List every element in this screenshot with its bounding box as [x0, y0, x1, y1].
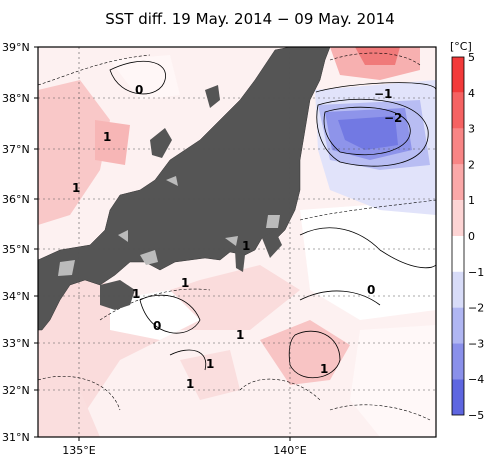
colorbar-block — [452, 164, 464, 201]
colorbar-block — [452, 379, 464, 415]
colorbar-label: 4 — [468, 87, 475, 100]
land-boso — [262, 230, 282, 258]
colorbar-block — [452, 236, 464, 272]
contour-label: 0 — [153, 319, 161, 333]
colorbar-block — [452, 200, 464, 236]
colorbar-block — [452, 271, 464, 308]
lat-axis: 39°N 38°N 37°N 36°N 35°N 34°N 33°N 32°N … — [2, 41, 30, 444]
contour-label: 1 — [236, 328, 244, 342]
lat-label: 32°N — [2, 384, 30, 397]
contour-label: 1 — [186, 377, 194, 391]
contour-label: −2 — [384, 111, 402, 125]
colorbar-label: 1 — [468, 194, 475, 207]
lat-label: 39°N — [2, 41, 30, 54]
colorbar-label: −4 — [468, 373, 484, 386]
map-frame — [37, 46, 437, 438]
land-noto — [150, 128, 172, 158]
land-honshu — [38, 47, 331, 331]
colorbar-unit: [°C] — [450, 40, 472, 53]
land-sado — [205, 85, 220, 108]
map-title: SST diff. 19 May. 2014 − 09 May. 2014 — [105, 10, 395, 28]
lat-label: 33°N — [2, 337, 30, 350]
contour-label: 1 — [103, 130, 111, 144]
contour-label: 1 — [206, 357, 214, 371]
contour-label: 0 — [135, 83, 143, 97]
colorbar-label: 5 — [468, 51, 475, 64]
colorbar-block — [452, 343, 464, 380]
lon-label: 140°E — [273, 444, 306, 457]
lat-label: 38°N — [2, 92, 30, 105]
colorbar-label: 3 — [468, 123, 475, 136]
lat-label: 34°N — [2, 290, 30, 303]
lon-label: 135°E — [62, 444, 95, 457]
contour-label: 1 — [132, 287, 140, 301]
lat-label: 35°N — [2, 243, 30, 256]
colorbar-label: −1 — [468, 266, 484, 279]
colorbar-block — [452, 128, 464, 165]
contour-label: 1 — [181, 276, 189, 290]
lon-axis: 135°E 140°E — [62, 444, 306, 457]
map-area — [38, 47, 436, 437]
contour-label: −1 — [374, 87, 392, 101]
colorbar-label: 2 — [468, 158, 475, 171]
land-izu — [235, 250, 245, 272]
contour-labels: 0 −1 −2 1 1 1 1 1 0 0 1 1 1 1 — [72, 83, 402, 391]
colorbar-label: 0 — [468, 230, 475, 243]
land-kii — [100, 280, 135, 310]
lat-label: 37°N — [2, 143, 30, 156]
contour-label: 0 — [367, 283, 375, 297]
colorbar-block — [452, 307, 464, 344]
contour-label: 1 — [320, 362, 328, 376]
contour-label: 1 — [72, 181, 80, 195]
graticule — [38, 47, 436, 437]
colorbar: [°C] 5 4 3 2 1 0 −1 −2 −3 −4 −5 — [450, 40, 484, 422]
contour-label: 1 — [242, 239, 250, 253]
lat-label: 36°N — [2, 193, 30, 206]
colorbar-label: −5 — [468, 409, 484, 422]
colorbar-label: −3 — [468, 337, 484, 350]
colorbar-block — [452, 92, 464, 129]
lat-label: 31°N — [2, 431, 30, 444]
colorbar-label: −2 — [468, 302, 484, 315]
colorbar-block — [452, 57, 464, 93]
